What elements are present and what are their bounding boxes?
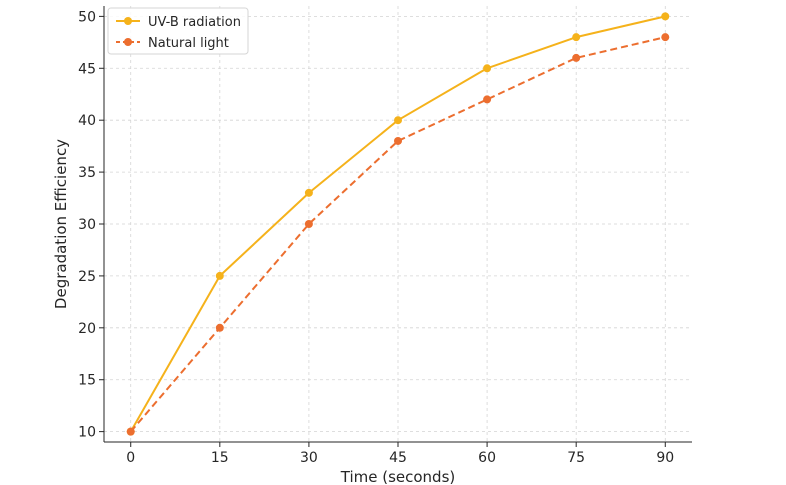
x-tick-label: 0 — [126, 450, 135, 466]
data-point-uv-b-radiation — [394, 116, 402, 125]
x-tick-label: 30 — [300, 450, 318, 466]
legend-marker-natural-light — [124, 38, 132, 46]
y-tick-label: 20 — [78, 321, 96, 337]
data-point-natural-light — [126, 427, 135, 436]
series-group — [126, 12, 670, 436]
x-tick-label: 60 — [478, 450, 496, 466]
legend: UV-B radiation Natural light — [107, 7, 249, 55]
data-point-uv-b-radiation — [304, 188, 313, 197]
legend-marker-uv-b — [124, 17, 132, 25]
data-point-uv-b-radiation — [572, 33, 581, 42]
y-ticks: 10 15 20 25 30 35 40 45 50 — [78, 9, 104, 441]
y-tick-label: 15 — [78, 373, 96, 389]
x-axis-title: Time (seconds) — [340, 468, 456, 485]
y-tick-label: 10 — [78, 425, 96, 441]
y-axis-title: Degradation Efficiency — [52, 139, 70, 309]
y-tick-label: 50 — [78, 9, 96, 25]
data-point-uv-b-radiation — [215, 271, 224, 280]
legend-label-natural-light: Natural light — [148, 36, 229, 51]
x-tick-label: 90 — [656, 450, 674, 466]
data-point-natural-light — [304, 220, 313, 228]
legend-label-uv-b: UV-B radiation — [148, 15, 241, 30]
x-tick-label: 45 — [389, 450, 407, 466]
data-point-uv-b-radiation — [661, 12, 670, 21]
y-tick-label: 30 — [78, 217, 96, 233]
y-tick-label: 25 — [78, 269, 96, 285]
data-point-uv-b-radiation — [483, 64, 492, 73]
x-tick-label: 75 — [567, 450, 585, 466]
y-tick-label: 35 — [78, 165, 96, 181]
data-point-natural-light — [572, 53, 581, 62]
y-tick-label: 45 — [78, 61, 96, 77]
data-point-natural-light — [215, 323, 224, 332]
data-point-natural-light — [394, 136, 402, 145]
legend-box — [107, 7, 249, 55]
x-tick-label: 15 — [211, 450, 229, 466]
x-ticks: 0 15 30 45 60 75 90 — [126, 442, 674, 466]
y-tick-label: 40 — [78, 113, 96, 129]
data-point-natural-light — [661, 33, 670, 42]
data-point-natural-light — [483, 95, 492, 104]
grid — [104, 6, 692, 442]
